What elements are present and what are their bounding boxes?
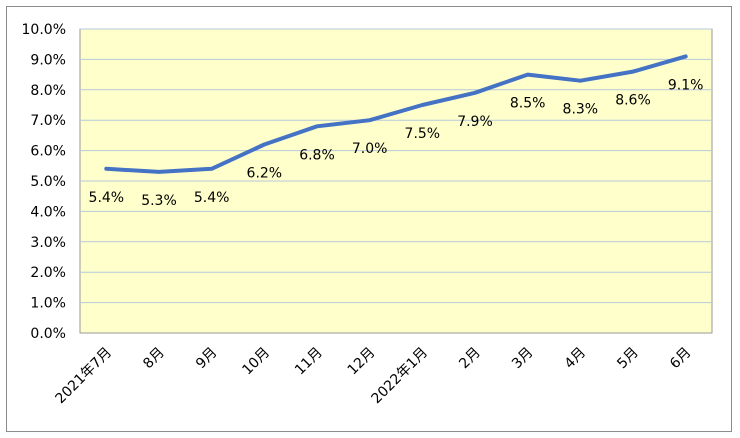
- y-tick-label: 9.0%: [30, 52, 66, 68]
- y-axis-tick-labels: 0.0% 1.0% 2.0% 3.0% 4.0% 5.0% 6.0% 7.0% 8.0% 9.0%…: [22, 22, 66, 342]
- data-label: 7.0%: [352, 141, 388, 157]
- y-tick-label: 8.0%: [30, 83, 66, 99]
- y-tick-label: 7.0%: [30, 113, 66, 129]
- data-label: 8.3%: [563, 102, 599, 118]
- data-label: 5.3%: [141, 193, 177, 209]
- data-label: 7.9%: [457, 114, 493, 130]
- y-tick-label: 6.0%: [30, 144, 66, 160]
- x-tick-label: 2月: [456, 345, 484, 373]
- data-label: 6.8%: [299, 147, 335, 163]
- data-label: 8.5%: [510, 96, 546, 112]
- series-line: [104, 54, 688, 174]
- data-label: 6.2%: [247, 166, 283, 182]
- y-tick-label: 3.0%: [30, 235, 66, 251]
- x-tick-label: 4月: [562, 345, 590, 373]
- x-tick-label: 8月: [140, 345, 168, 373]
- x-tick-label: 3月: [509, 345, 537, 373]
- x-tick-label: 5月: [614, 345, 642, 373]
- data-label: 7.5%: [405, 126, 441, 142]
- x-tick-label: 11月: [292, 345, 326, 379]
- x-tick-label: 10月: [239, 345, 273, 379]
- y-tick-label: 4.0%: [30, 204, 66, 220]
- x-tick-label: 6月: [667, 345, 695, 373]
- data-label: 5.4%: [194, 190, 230, 206]
- data-label: 8.6%: [615, 93, 651, 109]
- data-label: 9.1%: [668, 77, 704, 93]
- x-tick-label: 9月: [193, 345, 221, 373]
- gridlines: [80, 28, 712, 304]
- y-tick-label: 2.0%: [30, 265, 66, 281]
- y-tick-label: 5.0%: [30, 174, 66, 190]
- y-tick-label: 1.0%: [30, 296, 66, 312]
- y-tick-label: 0.0%: [30, 326, 66, 342]
- x-tick-label: 12月: [345, 345, 379, 379]
- x-tick-label: 2021年7月: [53, 345, 116, 408]
- data-labels: 5.4% 5.3% 5.4% 6.2% 6.8% 7.0% 7.5% 7.9% 8.5% 8.3%…: [89, 77, 704, 209]
- y-tick-label: 10.0%: [22, 22, 66, 38]
- x-tick-label: 2022年1月: [369, 345, 432, 408]
- data-label: 5.4%: [89, 190, 125, 206]
